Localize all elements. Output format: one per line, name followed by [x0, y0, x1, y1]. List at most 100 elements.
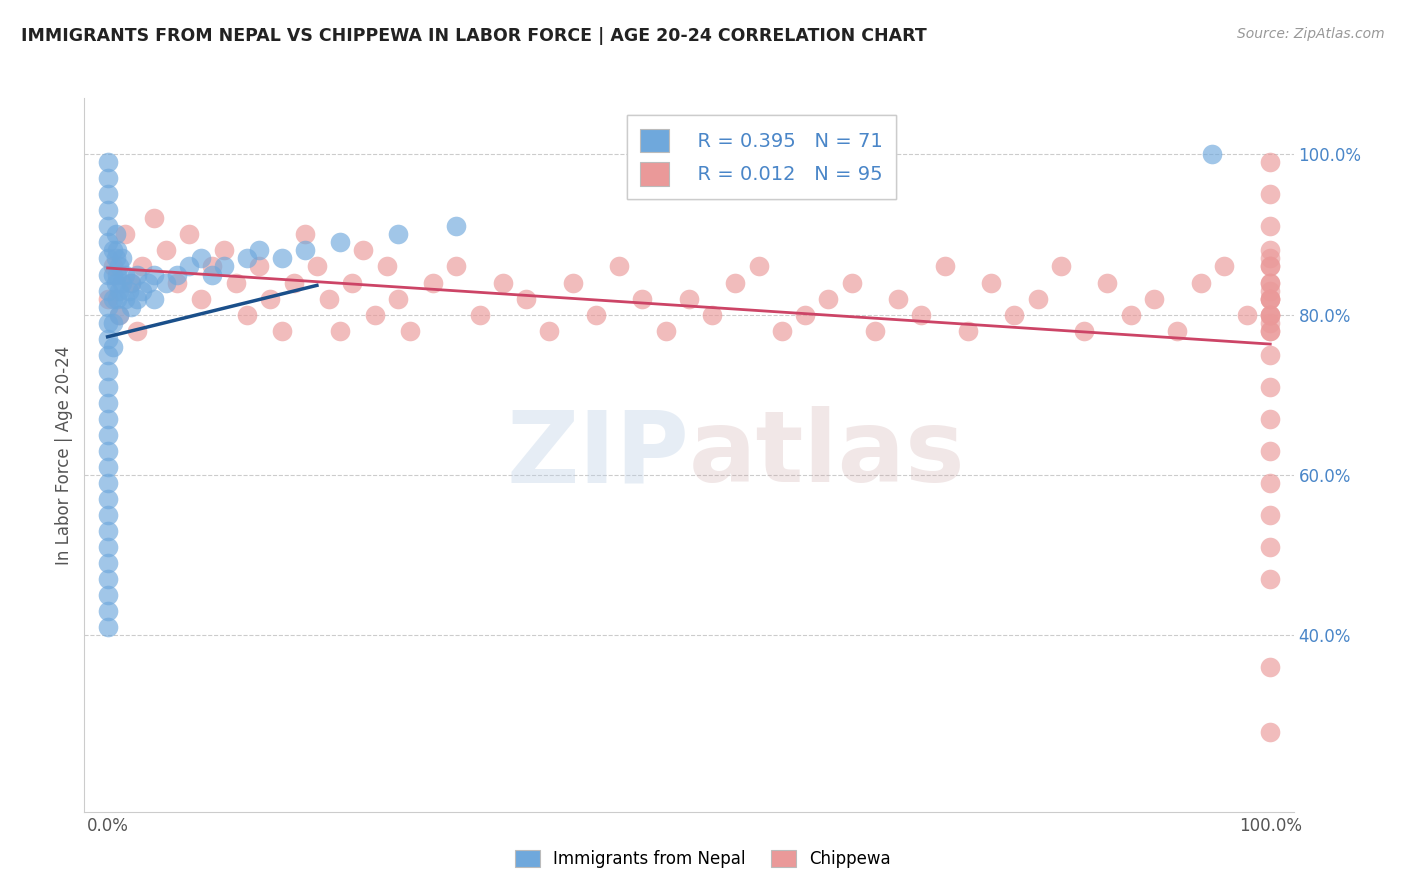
Point — [97, 332, 120, 346]
Point — [1258, 292, 1281, 306]
Point — [318, 292, 340, 306]
Point — [446, 260, 468, 274]
Point — [1258, 219, 1281, 234]
Point — [120, 276, 142, 290]
Text: ZIP: ZIP — [506, 407, 689, 503]
Point — [97, 396, 120, 410]
Point — [97, 155, 120, 169]
Point — [225, 276, 247, 290]
Point — [387, 292, 409, 306]
Point — [97, 380, 120, 394]
Point — [103, 260, 125, 274]
Point — [1258, 252, 1281, 266]
Point — [1258, 540, 1281, 554]
Point — [1004, 308, 1026, 322]
Point — [561, 276, 583, 290]
Point — [97, 171, 120, 186]
Point — [492, 276, 515, 290]
Point — [1097, 276, 1119, 290]
Point — [1258, 308, 1281, 322]
Point — [177, 227, 200, 242]
Point — [125, 268, 148, 282]
Point — [934, 260, 956, 274]
Point — [1258, 284, 1281, 298]
Point — [247, 244, 270, 258]
Point — [1258, 412, 1281, 426]
Point — [702, 308, 724, 322]
Point — [1236, 308, 1258, 322]
Point — [97, 364, 120, 378]
Point — [97, 556, 120, 570]
Point — [631, 292, 654, 306]
Point — [1073, 324, 1095, 338]
Point — [155, 244, 177, 258]
Point — [980, 276, 1002, 290]
Point — [340, 276, 363, 290]
Point — [97, 540, 120, 554]
Point — [794, 308, 817, 322]
Point — [117, 284, 139, 298]
Text: atlas: atlas — [689, 407, 966, 503]
Point — [97, 444, 120, 458]
Point — [375, 260, 398, 274]
Point — [97, 475, 120, 490]
Legend:   R = 0.395   N = 71,   R = 0.012   N = 95: R = 0.395 N = 71, R = 0.012 N = 95 — [627, 115, 897, 200]
Point — [105, 244, 128, 258]
Point — [1258, 260, 1281, 274]
Point — [114, 292, 136, 306]
Point — [956, 324, 979, 338]
Point — [1258, 155, 1281, 169]
Point — [654, 324, 676, 338]
Point — [97, 459, 120, 474]
Point — [97, 235, 120, 250]
Point — [1258, 324, 1281, 338]
Point — [1258, 260, 1281, 274]
Point — [1258, 324, 1281, 338]
Point — [1258, 244, 1281, 258]
Point — [1201, 147, 1223, 161]
Point — [103, 268, 125, 282]
Point — [1143, 292, 1166, 306]
Point — [1258, 276, 1281, 290]
Point — [97, 491, 120, 506]
Point — [97, 588, 120, 602]
Point — [259, 292, 281, 306]
Point — [283, 276, 305, 290]
Point — [538, 324, 561, 338]
Point — [97, 268, 120, 282]
Point — [1166, 324, 1188, 338]
Point — [155, 276, 177, 290]
Point — [97, 428, 120, 442]
Point — [236, 252, 259, 266]
Point — [1050, 260, 1073, 274]
Point — [97, 604, 120, 618]
Point — [863, 324, 886, 338]
Point — [468, 308, 491, 322]
Point — [1258, 292, 1281, 306]
Point — [748, 260, 770, 274]
Point — [97, 572, 120, 586]
Point — [1258, 292, 1281, 306]
Point — [103, 316, 125, 330]
Point — [422, 276, 444, 290]
Point — [166, 276, 188, 290]
Point — [114, 268, 136, 282]
Legend: Immigrants from Nepal, Chippewa: Immigrants from Nepal, Chippewa — [509, 843, 897, 875]
Point — [97, 300, 120, 314]
Point — [387, 227, 409, 242]
Point — [236, 308, 259, 322]
Point — [104, 227, 127, 242]
Point — [103, 340, 125, 354]
Point — [352, 244, 374, 258]
Point — [190, 292, 212, 306]
Point — [1258, 660, 1281, 674]
Point — [97, 524, 120, 538]
Point — [1258, 724, 1281, 739]
Point — [399, 324, 422, 338]
Point — [103, 292, 125, 306]
Point — [1258, 308, 1281, 322]
Point — [724, 276, 747, 290]
Point — [910, 308, 932, 322]
Point — [212, 260, 235, 274]
Point — [131, 260, 153, 274]
